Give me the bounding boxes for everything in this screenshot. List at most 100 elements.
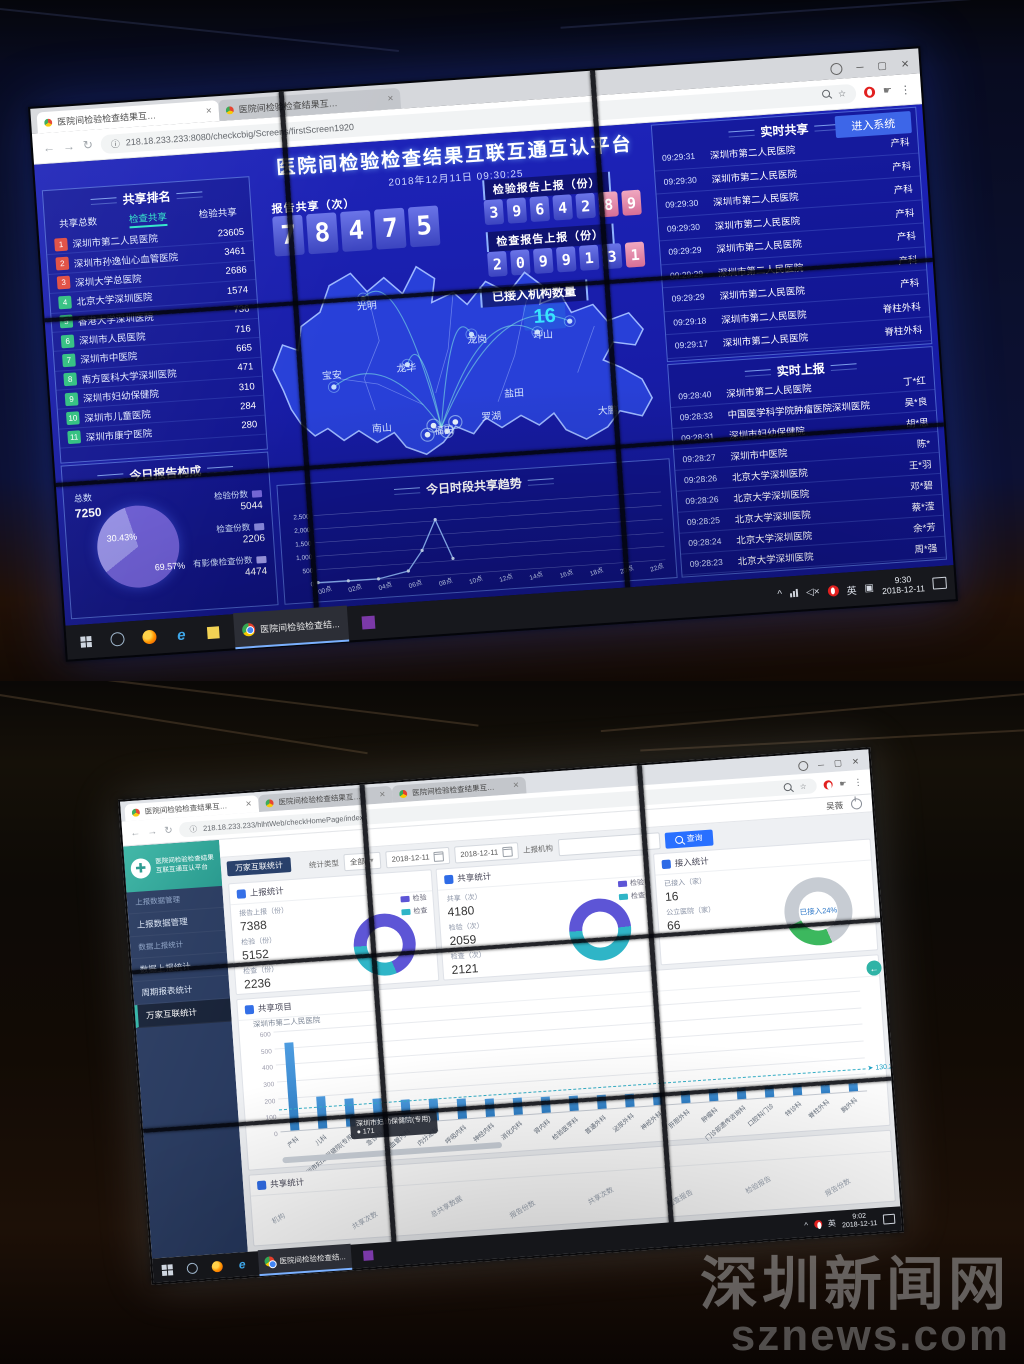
volume-icon[interactable]: ◁× bbox=[805, 585, 820, 598]
reload-icon[interactable]: ↻ bbox=[82, 137, 94, 153]
date-from-picker[interactable]: 2018-12-11 bbox=[385, 846, 451, 869]
touch-keyboard-icon[interactable]: ▣ bbox=[864, 582, 875, 594]
close-button[interactable]: ✕ bbox=[900, 58, 910, 71]
svg-text:00点: 00点 bbox=[317, 584, 333, 596]
close-button[interactable]: ✕ bbox=[851, 756, 860, 767]
forward-icon[interactable]: → bbox=[62, 138, 76, 154]
cortana-icon[interactable] bbox=[183, 1259, 201, 1277]
rank-tab[interactable]: 检验共享 bbox=[198, 207, 238, 221]
minimize-button[interactable]: ─ bbox=[856, 61, 864, 74]
stats-icon bbox=[236, 888, 247, 899]
average-label: ➤ 130.29 bbox=[867, 1063, 897, 1073]
top-photo: 医院间检验检查结果互… × 医院间检验检查结果互… × ─ ▢ ✕ ← → ↻ ⓘ 2… bbox=[0, 0, 1024, 681]
pointer-extension-icon[interactable]: ☛ bbox=[882, 84, 893, 97]
tab-close-icon[interactable]: × bbox=[512, 779, 520, 792]
opera-extension-icon[interactable] bbox=[863, 85, 876, 98]
share-value: 2686 bbox=[225, 265, 248, 278]
sidebar-brand: ✚ 医院间检验检查结果 互联互通互认平台 bbox=[123, 839, 223, 893]
axis-label: 共享次数 bbox=[351, 1211, 380, 1232]
start-button[interactable] bbox=[74, 630, 97, 653]
tab-close-icon[interactable]: × bbox=[379, 789, 386, 801]
maximize-button[interactable]: ▢ bbox=[877, 60, 888, 72]
tray-chevron-icon[interactable]: ^ bbox=[777, 588, 783, 600]
tab-close-icon[interactable]: × bbox=[245, 798, 252, 810]
event-detail: 产科 bbox=[893, 184, 914, 197]
app-icon[interactable] bbox=[357, 610, 380, 633]
opera-extension-icon[interactable] bbox=[823, 779, 833, 790]
trend-panel: 今日时段共享趋势 05001,0001,5002,0002,50000点02点0… bbox=[276, 458, 678, 605]
rank-tab[interactable]: 检查共享 bbox=[128, 208, 168, 229]
ceiling-seam bbox=[0, 689, 368, 755]
ceiling-seam bbox=[560, 0, 1024, 29]
zoom-icon[interactable] bbox=[783, 782, 793, 791]
event-time: 09:29:31 bbox=[661, 151, 696, 164]
district-label: 龙岗 bbox=[467, 332, 488, 346]
date-to-picker[interactable]: 2018-12-11 bbox=[453, 842, 519, 864]
tab-close-icon[interactable]: × bbox=[205, 105, 213, 117]
svg-text:02点: 02点 bbox=[347, 582, 363, 594]
tab-favicon-icon bbox=[398, 789, 408, 798]
page-info-icon[interactable]: ⓘ bbox=[189, 823, 198, 834]
event-time: 09:28:27 bbox=[682, 452, 716, 465]
back-icon[interactable]: ← bbox=[129, 826, 141, 839]
tab-favicon-icon bbox=[225, 105, 235, 115]
notes-icon[interactable] bbox=[202, 621, 225, 644]
search-button[interactable]: 查询 bbox=[664, 829, 714, 849]
axis-label: 机构 bbox=[271, 1212, 287, 1226]
browser-menu-icon[interactable]: ⋮ bbox=[899, 83, 912, 97]
notification-icon[interactable] bbox=[932, 576, 948, 590]
tray-chevron-icon[interactable]: ^ bbox=[803, 1220, 809, 1230]
rank-tab[interactable]: 共享总数 bbox=[58, 216, 98, 231]
bookmark-star-icon[interactable]: ☆ bbox=[837, 87, 847, 99]
logout-power-icon[interactable] bbox=[850, 798, 863, 810]
tab-wanjia-hulian[interactable]: 万家互联统计 bbox=[226, 857, 292, 877]
clock[interactable]: 9:02 2018-12-11 bbox=[841, 1212, 878, 1230]
page-info-icon[interactable]: ⓘ bbox=[110, 138, 121, 149]
event-detail: 余*芳 bbox=[912, 522, 937, 535]
event-detail: 丁*红 bbox=[902, 375, 927, 389]
maximize-button[interactable]: ▢ bbox=[833, 757, 843, 768]
clock[interactable]: 9:30 2018-12-11 bbox=[881, 574, 926, 597]
start-button[interactable] bbox=[158, 1261, 176, 1279]
axis-label: 检验报告 bbox=[744, 1175, 773, 1196]
brand-logo-icon: ✚ bbox=[130, 857, 152, 880]
district-label: 福田 bbox=[433, 423, 454, 437]
bookmark-star-icon[interactable]: ☆ bbox=[799, 781, 807, 791]
opera-tray-icon[interactable] bbox=[827, 584, 839, 597]
reload-icon[interactable]: ↻ bbox=[163, 824, 173, 837]
type-select[interactable]: 全部 ▼ bbox=[343, 851, 382, 872]
url-text: 218.18.233.233:8080/checkcbig/Screens/fi… bbox=[125, 121, 355, 148]
top-video-wall-screen: 医院间检验检查结果互… × 医院间检验检查结果互… × ─ ▢ ✕ ← → ↻ ⓘ 2… bbox=[28, 46, 958, 662]
ime-indicator[interactable]: 英 bbox=[846, 585, 858, 597]
app-icon[interactable] bbox=[359, 1246, 377, 1264]
firefox-icon[interactable] bbox=[208, 1257, 226, 1275]
zoom-icon[interactable] bbox=[821, 88, 831, 98]
username[interactable]: 吴薇 bbox=[825, 799, 844, 811]
pie-pct-small: 30.43% bbox=[106, 531, 138, 544]
profile-icon[interactable] bbox=[830, 62, 843, 76]
firefox-icon[interactable] bbox=[138, 625, 161, 648]
main-content: 吴薇 万家互联统计 统计类型 全部 ▼ 2018-12-11 2018-12-11… bbox=[219, 794, 901, 1252]
digit-box: 2 bbox=[575, 192, 596, 219]
edge-icon[interactable]: e bbox=[238, 1257, 246, 1272]
cortana-icon[interactable] bbox=[106, 627, 129, 650]
opera-tray-icon[interactable] bbox=[813, 1219, 823, 1229]
forward-icon[interactable]: → bbox=[146, 825, 158, 838]
back-icon[interactable]: ← bbox=[42, 140, 56, 156]
event-detail: 王*羽 bbox=[908, 459, 932, 472]
edge-icon[interactable]: e bbox=[176, 626, 187, 644]
profile-icon[interactable] bbox=[797, 760, 809, 771]
pointer-extension-icon[interactable]: ☛ bbox=[839, 778, 847, 789]
chrome-taskbar-button[interactable]: 医院间检验检查结... bbox=[257, 1243, 353, 1277]
watermark-cn: 深圳新闻网 bbox=[699, 1252, 1010, 1317]
realtime-share-panel: 实时共享 09:29:31 深圳市第二人民医院 产科 09:29:30 深圳市第二人民医… bbox=[650, 106, 933, 363]
tab-favicon-icon bbox=[131, 807, 141, 817]
chrome-taskbar-button[interactable]: 医院间检验检查结... bbox=[233, 605, 349, 650]
network-icon[interactable] bbox=[790, 588, 799, 598]
minimize-button[interactable]: ─ bbox=[817, 759, 825, 770]
browser-menu-icon[interactable]: ⋮ bbox=[853, 776, 863, 788]
notification-icon[interactable] bbox=[882, 1213, 896, 1225]
tab-close-icon[interactable]: × bbox=[387, 93, 394, 105]
axis-label: 总共享数据 bbox=[430, 1195, 465, 1220]
ime-indicator[interactable]: 英 bbox=[827, 1218, 837, 1228]
